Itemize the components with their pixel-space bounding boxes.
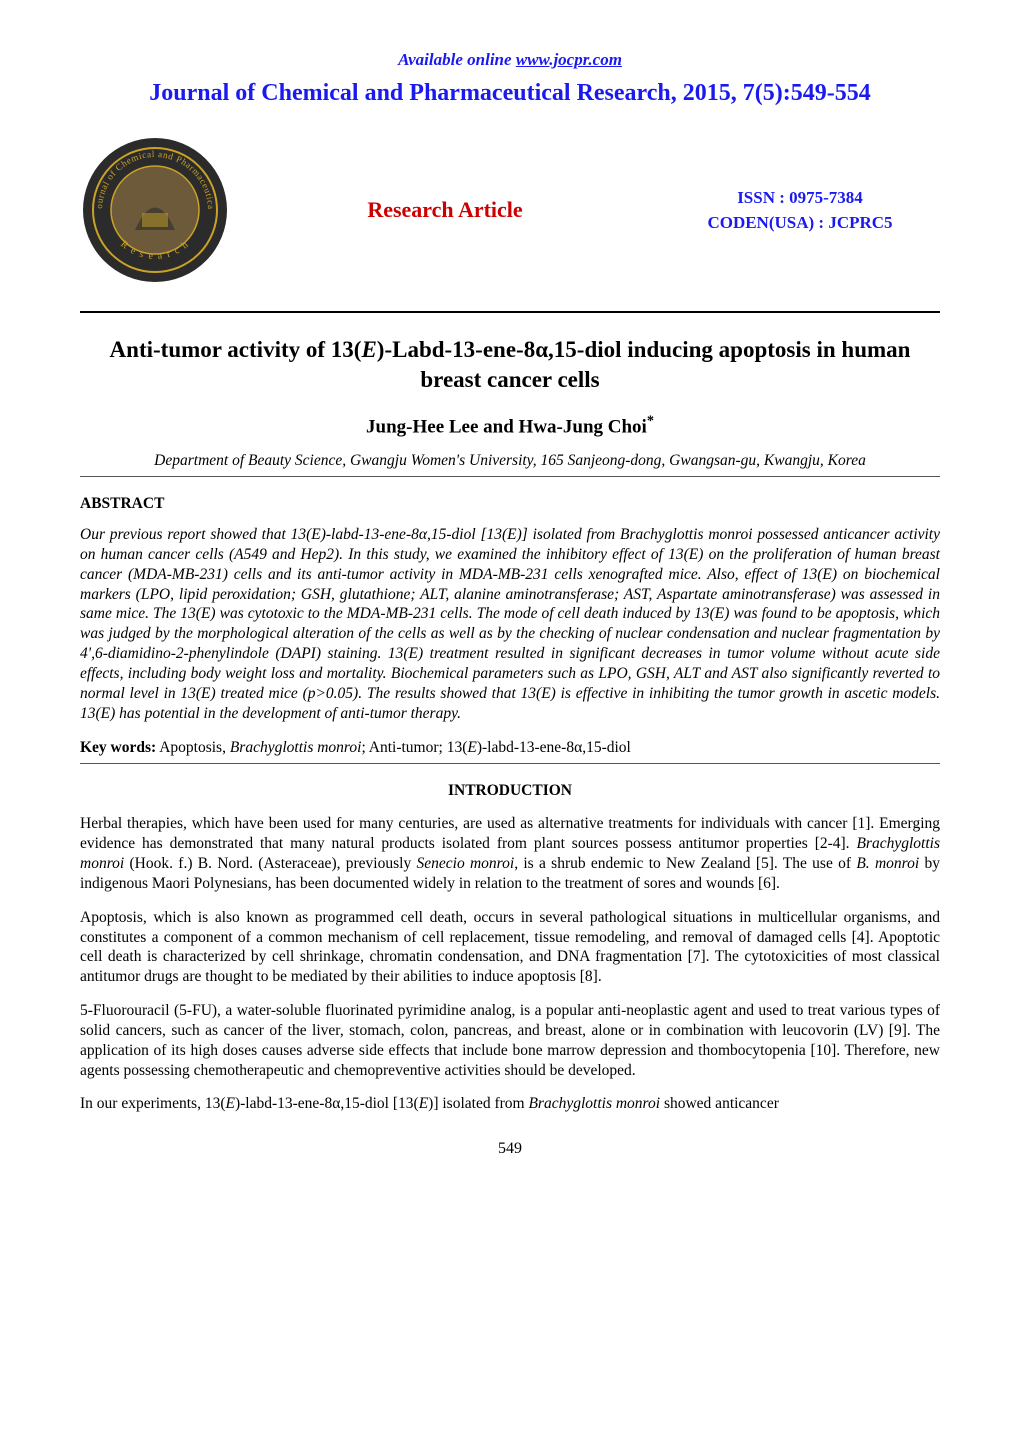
header-row: Journal of Chemical and Pharmaceutical R…	[80, 135, 940, 285]
title-rule	[80, 311, 940, 313]
kw-i2: E	[467, 739, 476, 756]
p4-d: showed anticancer	[660, 1095, 779, 1112]
journal-seal-icon: Journal of Chemical and Pharmaceutical R…	[80, 135, 230, 285]
p4-i2: E	[419, 1095, 428, 1112]
p4-b: )-labd-13-ene-8α,15-diol [13(	[235, 1095, 419, 1112]
p4-c: )] isolated from	[428, 1095, 528, 1112]
p1-c: , is a shrub endemic to New Zealand [5].…	[514, 855, 856, 872]
p4-i1: E	[226, 1095, 235, 1112]
kw-p3: )-labd-13-ene-8α,15-diol	[477, 739, 631, 756]
journal-url-link[interactable]: www.jocpr.com	[516, 50, 622, 69]
paper-title: Anti-tumor activity of 13(E)-Labd-13-ene…	[80, 335, 940, 395]
p1-b: (Hook. f.) B. Nord. (Asteraceae), previo…	[124, 855, 416, 872]
article-type: Research Article	[230, 197, 660, 223]
p1-i2: Senecio monroi	[417, 855, 515, 872]
p4-a: In our experiments, 13(	[80, 1095, 226, 1112]
keywords-label: Key words:	[80, 739, 156, 756]
kw-i1: Brachyglottis monroi	[230, 739, 362, 756]
kw-p1: Apoptosis,	[156, 739, 230, 756]
kw-p2: ; Anti-tumor; 13(	[361, 739, 467, 756]
issn-line: ISSN : 0975-7384	[660, 185, 940, 211]
abstract-body: Our previous report showed that 13(E)-la…	[80, 525, 940, 723]
keywords-rule	[80, 763, 940, 764]
available-online-line: Available online www.jocpr.com	[80, 50, 940, 70]
keywords-line: Key words: Apoptosis, Brachyglottis monr…	[80, 739, 940, 757]
affiliation: Department of Beauty Science, Gwangju Wo…	[80, 452, 940, 470]
coden-line: CODEN(USA) : JCPRC5	[660, 210, 940, 236]
authors: Jung-Hee Lee and Hwa-Jung Choi*	[80, 413, 940, 438]
affiliation-rule	[80, 476, 940, 477]
intro-paragraph-3: 5-Fluorouracil (5-FU), a water-soluble f…	[80, 1001, 940, 1080]
intro-paragraph-4: In our experiments, 13(E)-labd-13-ene-8α…	[80, 1094, 940, 1114]
journal-title: Journal of Chemical and Pharmaceutical R…	[80, 80, 940, 107]
corresponding-sup: *	[647, 413, 654, 429]
journal-meta: Available online www.jocpr.com Journal o…	[80, 50, 940, 107]
page-number: 549	[80, 1140, 940, 1158]
available-prefix: Available online	[398, 50, 516, 69]
journal-logo: Journal of Chemical and Pharmaceutical R…	[80, 135, 230, 285]
intro-paragraph-1: Herbal therapies, which have been used f…	[80, 814, 940, 893]
intro-paragraph-2: Apoptosis, which is also known as progra…	[80, 908, 940, 987]
issn-block: ISSN : 0975-7384 CODEN(USA) : JCPRC5	[660, 185, 940, 236]
p1-i3: B. monroi	[856, 855, 919, 872]
abstract-heading: ABSTRACT	[80, 495, 940, 513]
introduction-heading: INTRODUCTION	[80, 782, 940, 800]
author-names: Jung-Hee Lee and Hwa-Jung Choi	[366, 416, 647, 437]
p1-a: Herbal therapies, which have been used f…	[80, 815, 940, 852]
p4-i3: Brachyglottis monroi	[528, 1095, 660, 1112]
